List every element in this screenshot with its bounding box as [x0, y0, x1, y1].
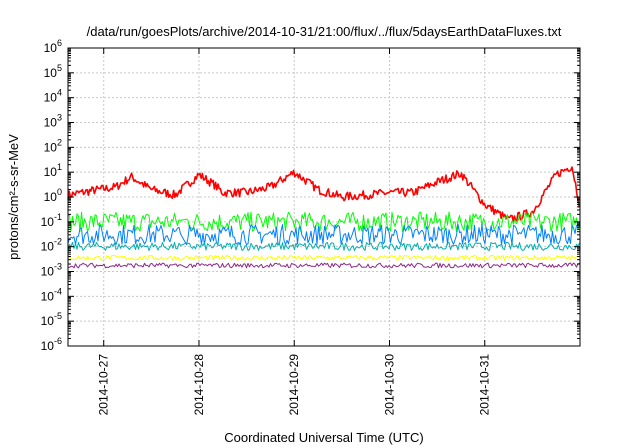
x-tick-label: 2014-10-31	[478, 354, 492, 416]
y-tick-label: 105	[44, 63, 62, 80]
y-axis: 10-6 10-5 10-4 10-3 10-2 10-1 100 101 102 103 104 1…	[41, 38, 580, 353]
x-tick-label: 2014-10-30	[382, 354, 396, 416]
x-tick-label: 2014-10-28	[192, 354, 206, 416]
y-tick-label: 104	[44, 88, 62, 105]
y-tick-label: 100	[44, 187, 62, 204]
y-tick-label: 10-2	[41, 237, 62, 254]
y-axis-title: protons/cm²-s-sr-MeV	[6, 134, 21, 260]
series-line-2	[67, 224, 580, 246]
series-line-5	[67, 262, 580, 269]
y-tick-label: 10-1	[41, 212, 62, 229]
grid	[68, 48, 580, 346]
y-tick-label: 10-6	[41, 336, 62, 353]
series-layer	[67, 166, 580, 269]
y-tick-label: 101	[44, 162, 62, 179]
series-line-4	[67, 254, 580, 261]
y-tick-label: 10-5	[41, 311, 62, 328]
series-line-0	[67, 166, 580, 222]
chart-title: /data/run/goesPlots/archive/2014-10-31/2…	[87, 24, 562, 39]
x-tick-label: 2014-10-27	[97, 354, 111, 416]
y-tick-label: 10-4	[41, 286, 62, 303]
y-tick-label: 103	[44, 113, 62, 130]
series-line-3	[67, 241, 580, 251]
y-tick-label: 10-3	[41, 262, 62, 279]
y-tick-label: 106	[44, 38, 62, 55]
y-tick-label: 102	[44, 137, 62, 154]
x-axis-title: Coordinated Universal Time (UTC)	[224, 430, 423, 445]
x-tick-label: 2014-10-29	[287, 354, 301, 416]
x-axis: 2014-10-27 2014-10-28 2014-10-29 2014-10-30…	[97, 48, 492, 415]
